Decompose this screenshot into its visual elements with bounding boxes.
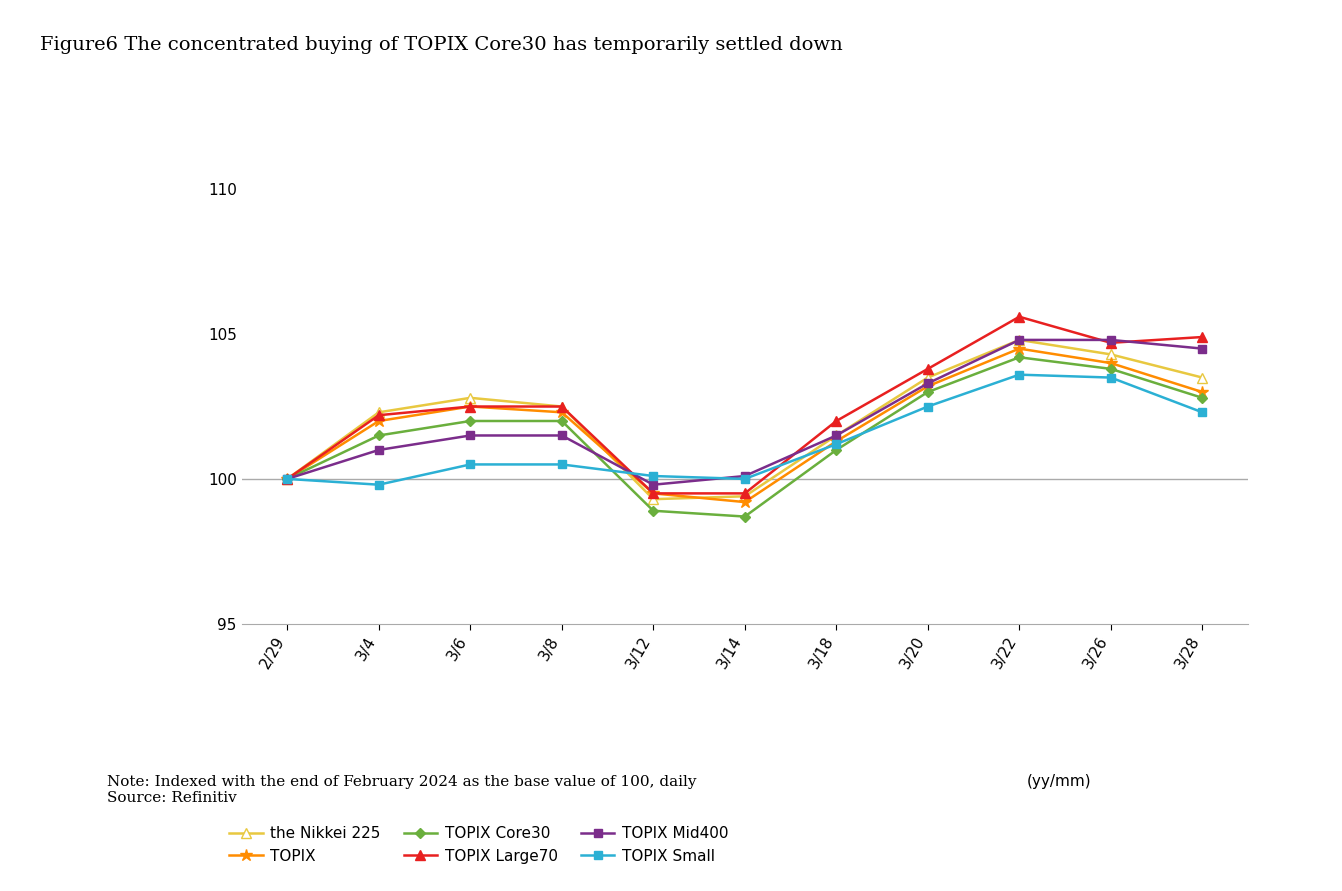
Line: TOPIX Mid400: TOPIX Mid400	[283, 336, 1206, 489]
TOPIX Small	[919, 401, 935, 412]
TOPIX Small	[646, 470, 662, 481]
the Nikkei 225	[646, 494, 662, 504]
TOPIX Large70	[370, 410, 386, 421]
TOPIX Large70	[1103, 338, 1119, 348]
TOPIX Core30	[1012, 352, 1028, 363]
Line: TOPIX: TOPIX	[280, 342, 1209, 509]
TOPIX Small	[462, 459, 478, 470]
TOPIX Small	[554, 459, 570, 470]
TOPIX Mid400	[1012, 334, 1028, 345]
TOPIX Mid400	[737, 470, 753, 481]
TOPIX Mid400	[919, 378, 935, 388]
the Nikkei 225	[554, 401, 570, 412]
TOPIX Small	[279, 473, 295, 484]
TOPIX Core30	[279, 473, 295, 484]
TOPIX Mid400	[279, 473, 295, 484]
TOPIX Core30	[370, 430, 386, 441]
TOPIX	[1194, 387, 1210, 397]
TOPIX Small	[828, 438, 844, 449]
TOPIX Large70	[462, 401, 478, 412]
the Nikkei 225	[919, 372, 935, 383]
TOPIX	[919, 380, 935, 391]
the Nikkei 225	[462, 393, 478, 404]
TOPIX Core30	[919, 387, 935, 397]
TOPIX Core30	[1194, 393, 1210, 404]
Text: Figure6 The concentrated buying of TOPIX Core30 has temporarily settled down: Figure6 The concentrated buying of TOPIX…	[40, 36, 843, 53]
TOPIX	[1012, 343, 1028, 354]
TOPIX Small	[1012, 369, 1028, 380]
the Nikkei 225	[370, 407, 386, 418]
TOPIX Mid400	[462, 430, 478, 441]
the Nikkei 225	[1194, 372, 1210, 383]
TOPIX	[737, 497, 753, 508]
the Nikkei 225	[828, 430, 844, 441]
TOPIX	[462, 401, 478, 412]
TOPIX Mid400	[1194, 343, 1210, 354]
TOPIX Small	[1194, 407, 1210, 418]
Line: the Nikkei 225: the Nikkei 225	[282, 335, 1208, 504]
TOPIX	[554, 407, 570, 418]
TOPIX	[828, 436, 844, 446]
the Nikkei 225	[1103, 349, 1119, 360]
Text: Note: Indexed with the end of February 2024 as the base value of 100, daily
Sour: Note: Indexed with the end of February 2…	[107, 775, 696, 805]
TOPIX Small	[1103, 372, 1119, 383]
TOPIX Small	[370, 479, 386, 490]
Text: (yy/mm): (yy/mm)	[1027, 773, 1091, 789]
TOPIX Mid400	[370, 445, 386, 455]
TOPIX Mid400	[1103, 334, 1119, 345]
TOPIX Core30	[646, 505, 662, 516]
TOPIX Mid400	[554, 430, 570, 441]
TOPIX Core30	[828, 445, 844, 455]
TOPIX	[279, 473, 295, 484]
TOPIX Large70	[1012, 312, 1028, 323]
TOPIX Large70	[919, 364, 935, 374]
TOPIX	[646, 488, 662, 499]
the Nikkei 225	[279, 473, 295, 484]
the Nikkei 225	[737, 491, 753, 502]
Line: TOPIX Small: TOPIX Small	[283, 371, 1206, 489]
TOPIX Small	[737, 473, 753, 484]
TOPIX Large70	[554, 401, 570, 412]
TOPIX Large70	[1194, 331, 1210, 342]
TOPIX Mid400	[646, 479, 662, 490]
TOPIX Core30	[554, 415, 570, 426]
TOPIX Large70	[646, 488, 662, 499]
TOPIX Core30	[737, 511, 753, 522]
TOPIX Large70	[737, 488, 753, 499]
TOPIX Mid400	[828, 430, 844, 441]
TOPIX Large70	[828, 415, 844, 426]
TOPIX	[1103, 357, 1119, 369]
TOPIX Core30	[1103, 364, 1119, 374]
TOPIX	[370, 415, 386, 426]
Line: TOPIX Core30: TOPIX Core30	[285, 354, 1205, 520]
TOPIX Core30	[462, 415, 478, 426]
Line: TOPIX Large70: TOPIX Large70	[282, 312, 1208, 498]
Legend: the Nikkei 225, TOPIX, TOPIX Core30, TOPIX Large70, TOPIX Mid400, TOPIX Small: the Nikkei 225, TOPIX, TOPIX Core30, TOP…	[229, 826, 729, 863]
TOPIX Large70	[279, 473, 295, 484]
the Nikkei 225	[1012, 334, 1028, 345]
